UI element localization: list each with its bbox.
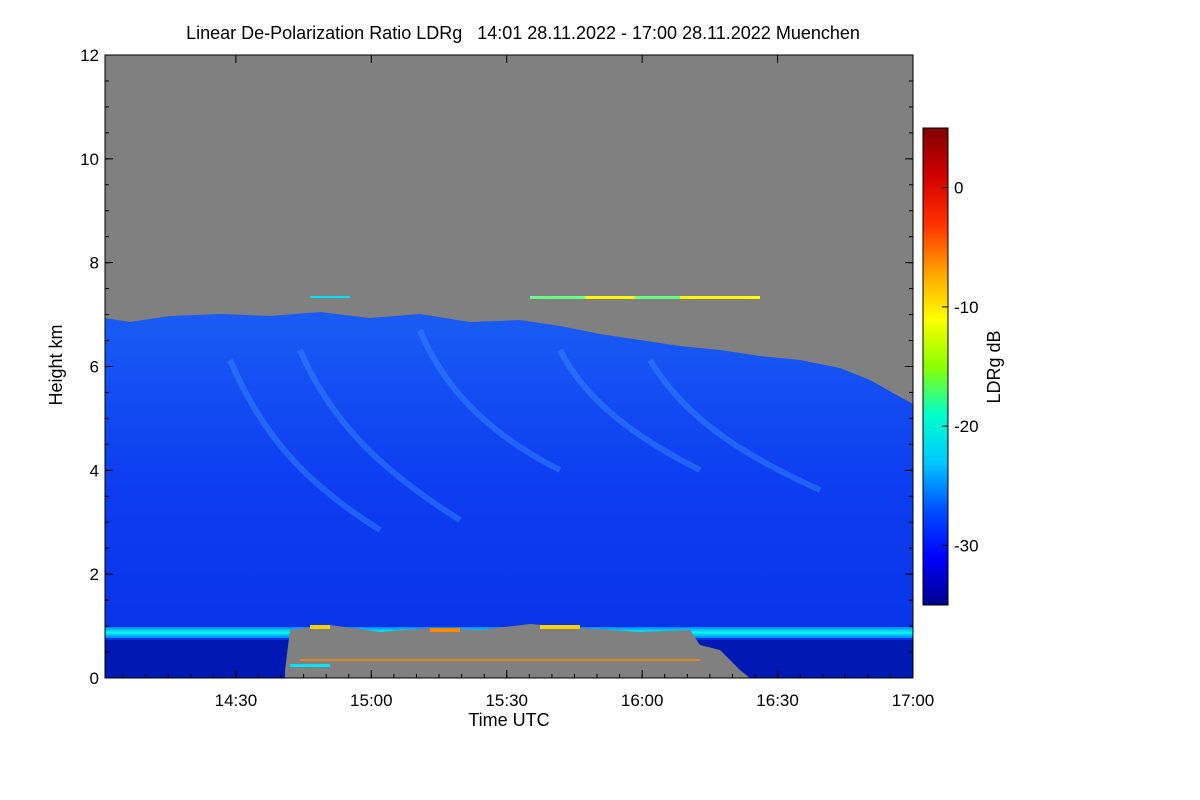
- fall-streaks: [227, 328, 822, 533]
- plot-area: [105, 55, 913, 678]
- x-tick-label: 16:00: [621, 691, 664, 710]
- colorbar-tick-label: -30: [954, 536, 979, 555]
- chart-title: Linear De-Polarization Ratio LDRg 14:01 …: [186, 23, 860, 43]
- y-tick-label: 0: [90, 669, 99, 688]
- x-tick-label: 15:00: [350, 691, 393, 710]
- colorbar-fill: [922, 127, 949, 606]
- y-axis: 0 2 4 6 8 10 12: [80, 46, 913, 688]
- y-tick-label: 12: [80, 46, 99, 65]
- y-tick-label: 2: [90, 565, 99, 584]
- x-tick-label: 15:30: [485, 691, 528, 710]
- colorbar: [922, 127, 949, 606]
- y-tick-label: 10: [80, 150, 99, 169]
- x-tick-label: 14:30: [215, 691, 258, 710]
- upper-thin-layer: [310, 296, 760, 299]
- y-tick-label: 8: [90, 254, 99, 273]
- colorbar-tick-label: 0: [954, 179, 963, 198]
- colorbar-ticks: 0 -10 -20 -30: [942, 179, 979, 555]
- surface-echo-specks: [290, 625, 700, 667]
- y-tick-label: 6: [90, 358, 99, 377]
- colorbar-tick-label: -20: [954, 417, 979, 436]
- y-tick-label: 4: [90, 461, 99, 480]
- surface-no-signal-patch: [285, 624, 750, 678]
- colorbar-tick-label: -10: [954, 298, 979, 317]
- colorbar-label: LDRg dB: [984, 330, 1004, 403]
- cirrus-cloud-region: [105, 312, 913, 640]
- x-axis-label: Time UTC: [468, 710, 549, 730]
- x-tick-label: 17:00: [892, 691, 935, 710]
- y-axis-label: Height km: [46, 324, 66, 405]
- x-axis: 14:30 15:00 15:30 16:00 16:30 17:00: [122, 55, 935, 710]
- x-tick-label: 16:30: [756, 691, 799, 710]
